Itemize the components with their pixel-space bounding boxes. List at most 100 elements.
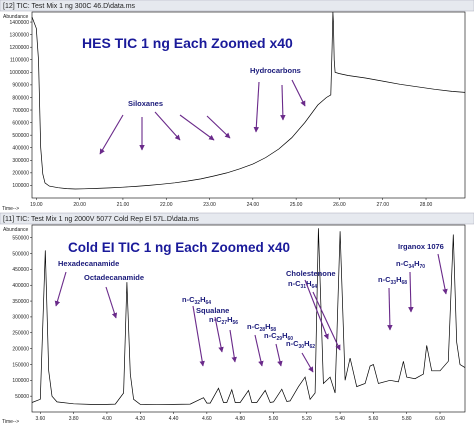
c32h64-arrow xyxy=(192,305,205,367)
bottom-ytick-label: 450000 xyxy=(12,267,29,273)
hydrocarbon-arrow-1 xyxy=(253,81,260,133)
squalane-label: Squalane xyxy=(196,306,229,315)
top-chart-title: HES TIC 1 ng Each Zoomed x40 xyxy=(82,35,293,51)
bottom-ytick-label: 300000 xyxy=(12,315,29,321)
squalane-arrow xyxy=(214,316,224,353)
top-ytick-label: 400000 xyxy=(12,146,29,152)
bottom-ytick-label: 100000 xyxy=(12,378,29,384)
octadecanamide-arrow xyxy=(105,286,118,319)
top-series-line xyxy=(31,11,466,190)
cholestenone-arrow xyxy=(304,279,329,340)
top-ytick-label: 1200000 xyxy=(10,45,30,51)
c31h64-arrow xyxy=(312,291,341,351)
c28h58-label: n-C28H58 xyxy=(247,322,276,333)
top-xtick-label: 26.00 xyxy=(333,202,346,208)
bottom-series-line xyxy=(31,228,466,406)
c34h70-arrow xyxy=(408,271,414,313)
bottom-xtick-label: 4.80 xyxy=(235,416,245,422)
c29h60-label: n-C29H60 xyxy=(264,331,293,342)
bottom-ytick-label: 150000 xyxy=(12,362,29,368)
cholestenone-label: Cholestenone xyxy=(286,269,336,278)
bottom-xtick-label: 4.20 xyxy=(135,416,145,422)
bottom-panel-window-title: [11] TIC: Test Mix 1 ng 2000V 5077 Cold … xyxy=(3,216,199,223)
bottom-ytick-label: 50000 xyxy=(15,394,29,400)
bottom-xtick-label: 5.00 xyxy=(269,416,279,422)
bottom-xtick-label: 6.00 xyxy=(435,416,445,422)
bottom-panel-titlebar xyxy=(0,212,474,225)
c27h56-arrow xyxy=(229,329,237,363)
siloxanes-label: Siloxanes xyxy=(128,99,163,108)
top-xtick-label: 27.00 xyxy=(376,202,389,208)
top-xtick-label: 20.00 xyxy=(73,202,86,208)
c29h60-arrow xyxy=(275,343,283,367)
bottom-ytick-label: 350000 xyxy=(12,299,29,305)
top-ytick-label: 100000 xyxy=(12,183,29,189)
top-ytick-label: 200000 xyxy=(12,171,29,177)
hydrocarbon-arrow-3 xyxy=(291,79,306,107)
c33h68-label: n-C33H68 xyxy=(378,275,407,286)
irganox-label: Irganox 1076 xyxy=(398,242,444,251)
top-xtick-label: 24.00 xyxy=(247,202,260,208)
octadecanamide-label: Octadecanamide xyxy=(84,273,144,282)
siloxane-arrow-3 xyxy=(154,111,181,141)
top-ytick-label: 500000 xyxy=(12,133,29,139)
bottom-xtick-label: 5.60 xyxy=(369,416,379,422)
bottom-xlabel: Time--> xyxy=(2,419,19,425)
siloxane-arrow-1 xyxy=(99,114,124,155)
top-ytick-label: 1300000 xyxy=(10,32,30,38)
hexadecanamide-label: Hexadecanamide xyxy=(58,259,119,268)
c28h58-arrow xyxy=(254,334,264,367)
top-xtick-label: 19.00 xyxy=(30,202,43,208)
bottom-ytick-label: 500000 xyxy=(12,251,29,257)
siloxane-arrow-5 xyxy=(206,115,231,139)
bottom-xtick-label: 4.40 xyxy=(169,416,179,422)
top-xtick-label: 22.00 xyxy=(160,202,173,208)
bottom-xtick-label: 3.80 xyxy=(69,416,79,422)
bottom-ytick-label: 400000 xyxy=(12,283,29,289)
bottom-ytick-label: 550000 xyxy=(12,235,29,241)
top-xlabel: Time--> xyxy=(2,206,19,212)
bottom-xtick-label: 3.60 xyxy=(35,416,45,422)
bottom-panel: [11] TIC: Test Mix 1 ng 2000V 5077 Cold … xyxy=(0,212,474,425)
irganox-arrow xyxy=(437,253,448,295)
bottom-xtick-label: 4.00 xyxy=(102,416,112,422)
top-ytick-label: 600000 xyxy=(12,120,29,126)
top-annotation-arrows xyxy=(99,79,306,155)
top-xtick-label: 21.00 xyxy=(117,202,130,208)
bottom-ylabel: Abundance xyxy=(3,227,29,233)
top-xtick-label: 23.00 xyxy=(203,202,216,208)
top-panel: [12] TIC: Test Mix 1 ng 300C 46.D\data.m… xyxy=(0,0,474,212)
top-panel-titlebar xyxy=(0,0,474,12)
bottom-xtick-label: 5.80 xyxy=(402,416,412,422)
siloxane-arrow-4 xyxy=(179,114,215,141)
hydrocarbon-arrow-2 xyxy=(280,84,286,121)
bottom-ytick-label: 200000 xyxy=(12,346,29,352)
top-ytick-label: 1100000 xyxy=(10,58,29,64)
c30h62-label: n-C30H62 xyxy=(286,339,315,350)
top-xtick-label: 28.00 xyxy=(420,202,433,208)
bottom-xtick-label: 5.40 xyxy=(335,416,345,422)
top-ytick-label: 900000 xyxy=(12,83,29,89)
top-ytick-label: 300000 xyxy=(12,158,29,164)
top-ylabel: Abundance xyxy=(3,14,29,20)
bottom-ytick-label: 250000 xyxy=(12,331,29,337)
top-panel-window-title: [12] TIC: Test Mix 1 ng 300C 46.D\data.m… xyxy=(3,3,136,10)
bottom-annotation-arrows xyxy=(54,253,448,373)
hexadecanamide-arrow xyxy=(54,271,67,307)
c32h64-label: n-C32H64 xyxy=(182,295,211,306)
bottom-chart-title: Cold EI TIC 1 ng Each Zoomed x40 xyxy=(68,240,290,255)
bottom-xtick-label: 5.20 xyxy=(302,416,312,422)
top-ytick-label: 700000 xyxy=(12,108,29,114)
c31h64-label: n-C31H64 xyxy=(288,279,317,290)
top-ytick-label: 1000000 xyxy=(10,70,30,76)
c34h70-label: n-C34H70 xyxy=(396,259,425,270)
hydrocarbons-label: Hydrocarbons xyxy=(250,66,301,75)
top-plot-frame xyxy=(31,11,466,199)
c30h62-arrow xyxy=(301,352,314,373)
top-ytick-label: 1400000 xyxy=(10,20,30,26)
top-ytick-label: 800000 xyxy=(12,95,29,101)
c33h68-arrow xyxy=(387,287,393,331)
top-xtick-label: 25.00 xyxy=(290,202,303,208)
bottom-xtick-label: 4.60 xyxy=(202,416,212,422)
